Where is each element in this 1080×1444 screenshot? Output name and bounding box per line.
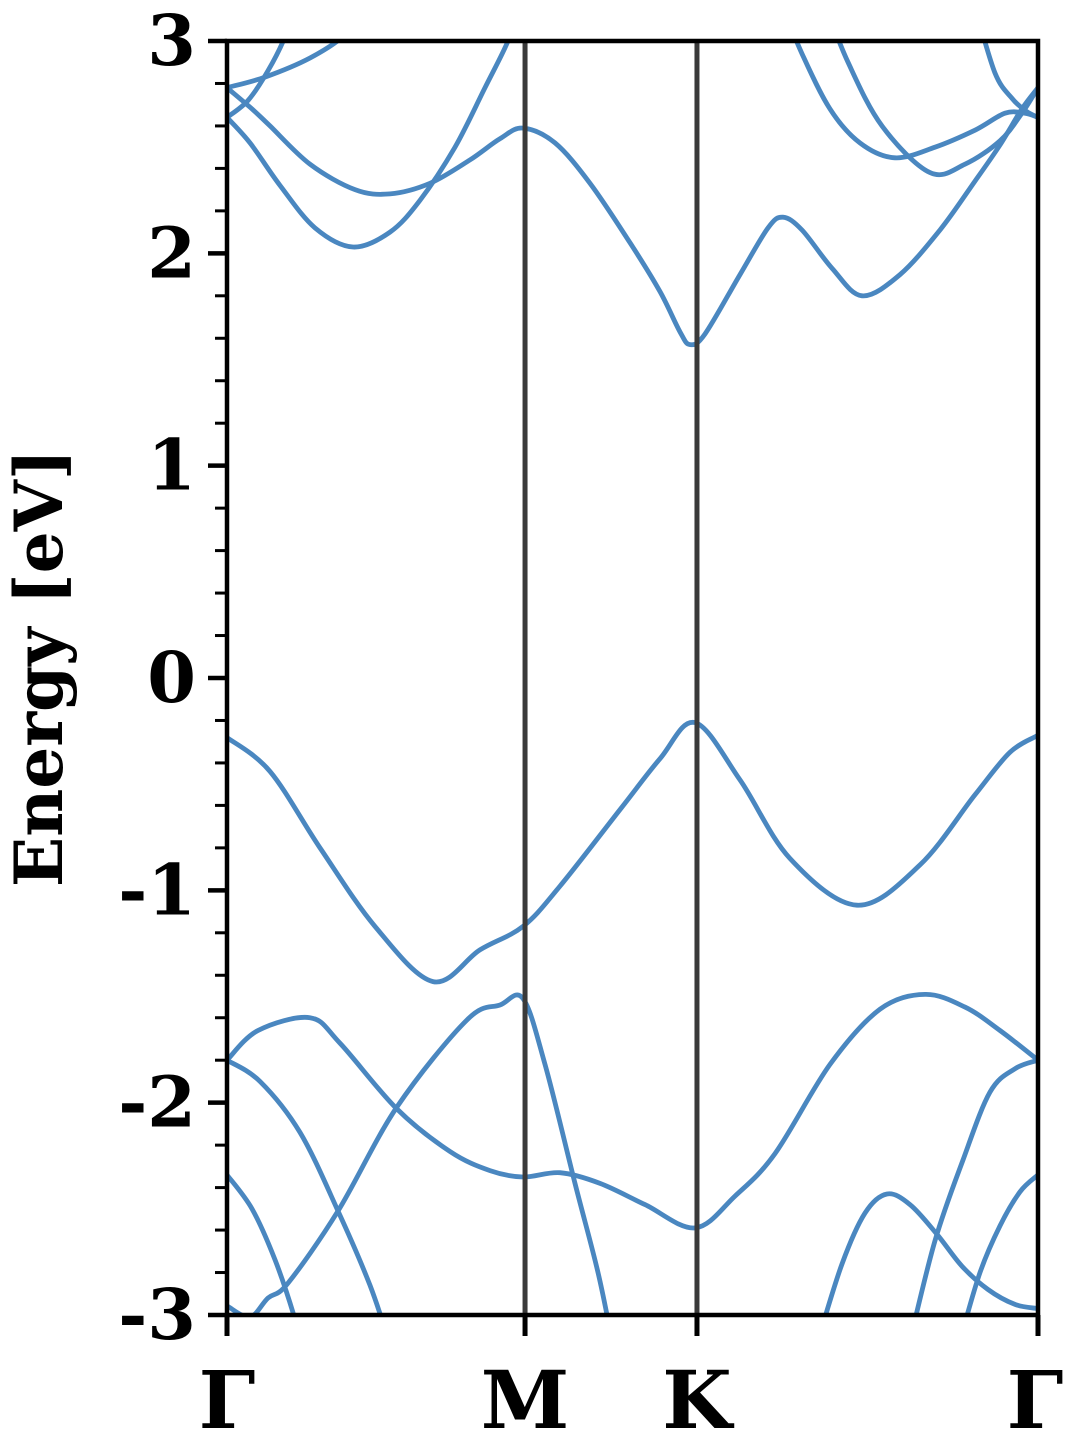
x-tick-label-1-M: M: [481, 1353, 570, 1440]
kpoint-guide-lines: [522, 41, 700, 1315]
band-curve-valence-band-3: [227, 991, 1038, 1231]
y-tick-label--1: -1: [118, 848, 196, 931]
y-tick-label--3: -3: [118, 1273, 196, 1356]
band-curve-valence-band-4: [227, 1057, 383, 1315]
y-tick-labels: 3 2 1 0 -1 -2 -3: [118, 0, 196, 1356]
band-curve-valence-band-1: [227, 720, 1038, 985]
band-curve-valence-band-2: [227, 992, 610, 1315]
axis-ticks: [208, 38, 1041, 1336]
band-curve-conduction-band-4: [227, 41, 342, 91]
x-tick-label-2-K: K: [662, 1353, 734, 1440]
y-tick-label--2: -2: [118, 1061, 196, 1144]
band-curve-valence-band-8: [964, 1172, 1038, 1315]
band-curve-conduction-band-2: [227, 41, 511, 250]
y-axis-title: Energy [eV]: [0, 449, 78, 887]
band-curve-conduction-band-3: [227, 41, 286, 120]
band-curve-valence-band-7: [913, 1057, 1038, 1315]
band-curve-valence-band-6: [823, 1191, 1038, 1315]
band-curves: [227, 41, 1038, 1315]
y-tick-label-2: 2: [147, 211, 196, 294]
x-tick-label-3-Γ: Γ: [1007, 1353, 1064, 1440]
y-tick-label-1: 1: [147, 424, 196, 507]
y-tick-label-3: 3: [147, 0, 196, 82]
band-curve-conduction-band-6: [836, 41, 1038, 178]
y-tick-label-0: 0: [147, 636, 196, 719]
band-curve-conduction-band-7: [982, 41, 1038, 120]
plot-frame: [224, 38, 1041, 1318]
band-curve-valence-band-5: [227, 1172, 297, 1315]
x-tick-label-0-Γ: Γ: [199, 1353, 256, 1440]
band-curve-conduction-band-5: [793, 41, 1038, 161]
band-curve-conduction-band-1: [227, 85, 1038, 348]
